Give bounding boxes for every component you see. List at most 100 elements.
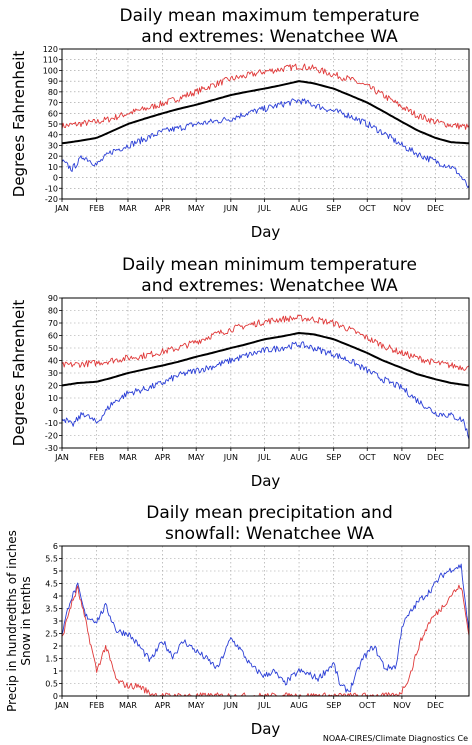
y-tick-label: 3.5 — [45, 605, 58, 614]
x-tick-label: SEP — [326, 453, 341, 462]
y-tick-label: 40 — [48, 131, 58, 140]
x-tick-label: MAR — [119, 453, 137, 462]
y-tick-label: 20 — [48, 152, 58, 161]
x-tick-label: JAN — [54, 701, 69, 710]
y-tick-label: 120 — [43, 45, 58, 54]
x-tick-label: JAN — [54, 453, 69, 462]
y-tick-label: 1 — [53, 667, 58, 676]
x-tick-label: JUN — [223, 204, 238, 213]
x-tick-label: MAY — [188, 204, 205, 213]
x-tick-label: JAN — [54, 204, 69, 213]
x-tick-label: OCT — [359, 701, 376, 710]
x-tick-label: FEB — [89, 453, 104, 462]
series-line-lower — [61, 563, 470, 693]
y-axis-label: Degrees Fahrenheit — [10, 51, 28, 198]
x-tick-label: APR — [155, 701, 171, 710]
plot-frame — [61, 48, 470, 200]
x-tick-label: NOV — [393, 204, 411, 213]
y-tick-label: 90 — [48, 294, 58, 303]
chart-title-line-2: snowfall: Wenatchee WA — [165, 524, 374, 544]
chart-title-line-1: Daily mean minimum temperature — [122, 255, 417, 275]
plot-frame — [61, 545, 470, 697]
y-tick-label: 2.5 — [45, 630, 58, 639]
y-tick-label: 50 — [48, 344, 58, 353]
x-tick-label: FEB — [89, 701, 104, 710]
y-axis-label-line-1: Precip in hundredths of inches — [5, 530, 19, 712]
x-axis-label: Day — [251, 223, 281, 241]
y-tick-label: 5 — [53, 567, 58, 576]
x-tick-label: AUG — [290, 701, 308, 710]
y-tick-label: 4 — [53, 592, 58, 601]
y-tick-label: 50 — [48, 120, 58, 129]
series-line-upper — [61, 584, 470, 697]
x-tick-label: DEC — [427, 453, 444, 462]
y-tick-label: 60 — [48, 332, 58, 341]
y-tick-label: 10 — [48, 394, 58, 403]
y-tick-label: 10 — [48, 163, 58, 172]
grid-lines — [62, 49, 469, 199]
y-tick-label: 30 — [48, 141, 58, 150]
y-tick-label: 6 — [53, 542, 58, 551]
y-tick-label: 30 — [48, 369, 58, 378]
y-tick-label: 20 — [48, 382, 58, 391]
y-axis-label-line-2: Snow in tenths — [19, 576, 33, 665]
x-tick-label: APR — [155, 204, 171, 213]
y-tick-label: 70 — [48, 99, 58, 108]
y-tick-label: 60 — [48, 109, 58, 118]
x-tick-label: NOV — [393, 453, 411, 462]
y-tick-label: -30 — [45, 444, 58, 453]
y-tick-label: 110 — [43, 56, 58, 65]
y-tick-label: 3 — [53, 617, 58, 626]
y-tick-label: -10 — [45, 184, 58, 193]
y-tick-label: -20 — [45, 432, 58, 441]
y-tick-label: 80 — [48, 307, 58, 316]
credit-text: NOAA-CIRES/Climate Diagnostics Ce — [323, 734, 468, 743]
x-tick-label: JUN — [223, 701, 238, 710]
x-tick-label: OCT — [359, 453, 376, 462]
x-axis-label: Day — [251, 472, 281, 490]
series-line-mean — [61, 80, 470, 145]
x-tick-label: MAY — [188, 453, 205, 462]
x-tick-label: SEP — [326, 701, 341, 710]
chart-title-line-2: and extremes: Wenatchee WA — [141, 27, 398, 47]
x-tick-label: JUN — [223, 453, 238, 462]
x-tick-label: MAR — [119, 701, 137, 710]
y-tick-label: 0 — [53, 692, 58, 701]
x-tick-label: SEP — [326, 204, 341, 213]
series-line-upper — [61, 314, 470, 371]
series-line-lower — [61, 98, 470, 189]
y-tick-label: 80 — [48, 88, 58, 97]
x-tick-label: NOV — [393, 701, 411, 710]
x-tick-label: MAY — [188, 701, 205, 710]
x-tick-label: OCT — [359, 204, 376, 213]
y-tick-label: 5.5 — [45, 555, 58, 564]
y-tick-label: -10 — [45, 419, 58, 428]
series-line-lower — [61, 341, 470, 440]
y-tick-label: 2 — [53, 642, 58, 651]
x-tick-label: FEB — [89, 204, 104, 213]
chart-title-line-1: Daily mean precipitation and — [146, 503, 393, 523]
y-tick-label: 4.5 — [45, 580, 58, 589]
x-tick-label: JUL — [257, 453, 271, 462]
x-tick-label: JUL — [257, 701, 271, 710]
chart-title-line-1: Daily mean maximum temperature — [120, 6, 420, 26]
x-tick-label: AUG — [290, 453, 308, 462]
y-tick-label: 70 — [48, 319, 58, 328]
y-tick-label: -20 — [45, 195, 58, 204]
series-line-upper — [61, 63, 470, 130]
plot-area — [62, 546, 469, 696]
chart-title-line-2: and extremes: Wenatchee WA — [141, 276, 398, 296]
plot-frame — [61, 297, 470, 449]
y-tick-label: 0 — [53, 407, 58, 416]
x-tick-label: JUL — [257, 204, 271, 213]
x-tick-label: AUG — [290, 204, 308, 213]
x-tick-label: DEC — [427, 204, 444, 213]
x-axis-label: Day — [251, 720, 281, 738]
y-tick-label: 90 — [48, 77, 58, 86]
series-line-mean — [61, 332, 470, 387]
y-tick-label: 0 — [53, 174, 58, 183]
